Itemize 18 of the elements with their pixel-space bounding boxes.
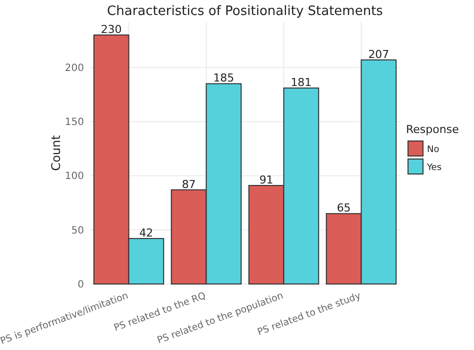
y-tick-label: 200 [64,62,84,74]
data-label: 65 [336,202,351,215]
data-label: 91 [259,173,274,186]
data-label: 42 [139,226,154,240]
legend-title: Response [406,123,460,136]
y-tick-label: 100 [64,171,84,182]
y-tick-label: 0 [78,280,84,290]
legend-label: Yes [426,163,442,174]
y-tick-label: 150 [64,117,84,128]
legend-label: No [427,145,440,156]
data-label: 87 [182,178,196,191]
data-label: 230 [100,22,122,36]
y-tick-label: 50 [71,225,84,236]
chart-title: Characteristics of Positionality Statements [107,4,384,19]
data-label: 181 [290,76,312,90]
y-axis-title: Count [49,134,63,171]
data-label: 207 [368,48,390,61]
data-label: 185 [213,72,234,85]
